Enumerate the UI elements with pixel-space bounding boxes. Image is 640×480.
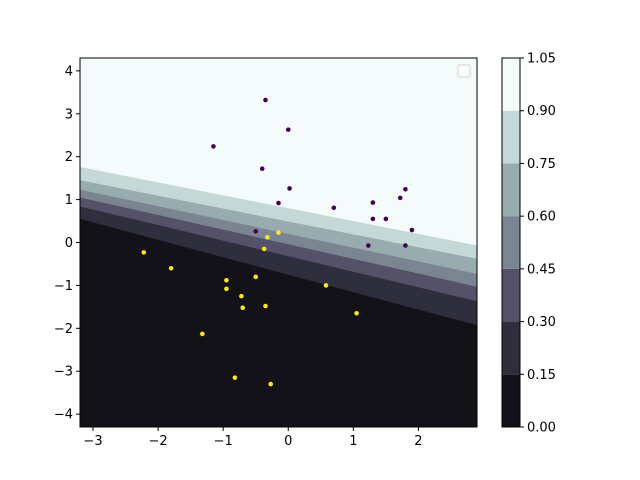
scatter-point-series-1: [232, 375, 238, 380]
colorbar-segment-3: [502, 216, 520, 269]
colorbar: 0.00 0.15 0.30 0.45 0.60 0.75 0.90 1.05: [501, 52, 556, 436]
scatter-point-series-0: [276, 200, 281, 206]
y-axis: −4 −3 −2 −1 0 1 2 3 4: [54, 64, 80, 423]
legend-box: [457, 64, 471, 78]
scatter-point-series-0: [211, 144, 216, 149]
scatter-point-series-0: [370, 216, 376, 222]
x-tick-label: −1: [214, 434, 233, 449]
scatter-points: [141, 97, 415, 387]
scatter-point-series-1: [200, 331, 205, 337]
colorbar-segment-0: [502, 374, 520, 427]
y-tick-label: 0: [65, 236, 73, 251]
scatter-point-series-0: [263, 97, 268, 103]
colorbar-tick-label: 0.75: [527, 157, 556, 172]
scatter-point-series-1: [263, 303, 268, 309]
x-tick-label: −2: [149, 434, 168, 449]
colorbar-tick-label: 0.45: [527, 262, 556, 277]
y-tick-label: −2: [54, 322, 73, 337]
colorbar-tick-label: 0.00: [527, 421, 556, 436]
contour-band-6: [80, 58, 477, 246]
scatter-point-series-1: [276, 230, 281, 235]
scatter-point-series-1: [268, 381, 273, 387]
colorbar-tick-label: 0.30: [527, 315, 556, 330]
x-tick-label: 1: [349, 434, 357, 449]
scatter-point-series-1: [261, 246, 267, 252]
colorbar-segment-1: [502, 321, 520, 375]
x-tick-label: −3: [83, 434, 102, 449]
scatter-point-series-0: [403, 186, 408, 192]
scatter-point-series-0: [383, 216, 389, 222]
y-tick-label: 3: [65, 107, 73, 122]
colorbar-segment-4: [502, 163, 520, 217]
scatter-point-series-0: [259, 166, 265, 171]
x-tick-label: 0: [284, 434, 292, 449]
colorbar-tick-label: 1.05: [527, 52, 556, 67]
colorbar-segment-5: [502, 110, 520, 164]
scatter-point-series-1: [239, 293, 244, 299]
scatter-point-series-1: [224, 286, 229, 292]
contour-bands: [80, 58, 477, 427]
y-tick-label: −3: [54, 365, 73, 380]
scatter-point-series-1: [253, 274, 259, 280]
scatter-point-series-1: [354, 310, 359, 316]
scatter-point-series-0: [397, 195, 403, 201]
colorbar-tick-label: 0.15: [527, 368, 556, 383]
colorbar-frame: [501, 57, 521, 428]
colorbar-segment-2: [502, 268, 520, 322]
y-tick-label: 1: [65, 193, 73, 208]
scatter-point-series-1: [265, 235, 270, 240]
scatter-point-series-1: [141, 250, 147, 255]
scatter-point-series-1: [323, 283, 329, 288]
scatter-point-series-0: [253, 229, 259, 234]
scatter-point-series-1: [240, 305, 246, 311]
scatter-point-series-0: [366, 243, 371, 248]
colorbar-tick-label: 0.90: [527, 104, 556, 119]
colorbar-tick-label: 0.60: [527, 210, 556, 225]
x-tick-label: 2: [414, 434, 422, 449]
scatter-point-series-1: [168, 265, 174, 271]
colorbar-segment-6: [502, 58, 520, 111]
scatter-point-series-0: [409, 227, 415, 233]
x-axis: −3 −2 −1 0 1 2: [83, 427, 423, 449]
scatter-point-series-0: [403, 243, 408, 248]
y-tick-label: −4: [54, 408, 73, 423]
scatter-point-series-0: [285, 127, 291, 132]
scatter-point-series-1: [224, 277, 229, 283]
scatter-point-series-0: [370, 200, 376, 205]
scatter-point-series-0: [331, 205, 337, 211]
scatter-point-series-0: [287, 186, 292, 191]
plot-area: −3 −2 −1 0 1 2 −4 −3 −2 −1 0 1 2 3 4: [54, 57, 478, 449]
y-tick-label: −1: [54, 279, 73, 294]
y-tick-label: 4: [65, 64, 73, 79]
y-tick-label: 2: [65, 150, 73, 165]
